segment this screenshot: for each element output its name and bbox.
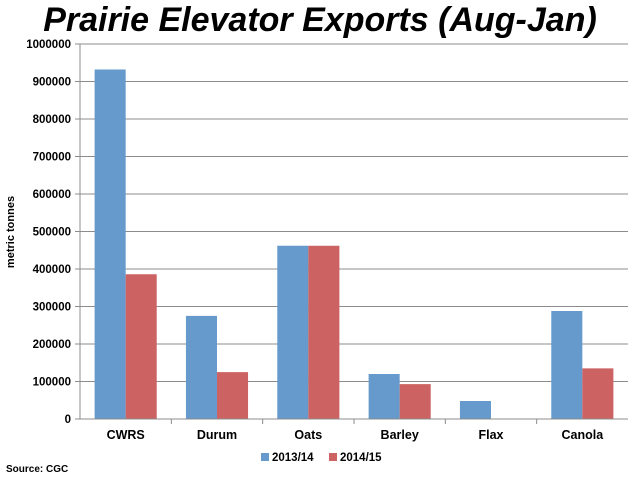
legend-label: 2014/15	[340, 452, 382, 464]
bar-oats-2013-14	[277, 245, 309, 419]
bar-canola-2013-14	[551, 311, 583, 419]
y-axis-label: metric tonnes	[5, 196, 17, 268]
chart-title: Prairie Elevator Exports (Aug-Jan)	[43, 1, 597, 39]
y-tick-label: 700000	[33, 152, 71, 164]
x-tick-label: Durum	[197, 428, 237, 442]
x-tick-label: Canola	[561, 428, 604, 442]
bar-flax-2013-14	[459, 401, 491, 419]
y-tick-label: 200000	[33, 339, 71, 351]
bar-canola-2014-15	[582, 368, 614, 419]
x-tick-label: Flax	[478, 428, 503, 442]
axes: 0 100000 200000 300000 400000 500000 600000 700…	[26, 39, 628, 442]
legend-swatch	[329, 453, 337, 461]
legend-label: 2013/14	[272, 452, 314, 464]
legend-swatch	[261, 453, 269, 461]
y-tick-label: 1000000	[26, 39, 71, 51]
y-tick-label: 100000	[33, 377, 71, 389]
y-tick-label: 600000	[33, 189, 71, 201]
y-tick-label: 500000	[33, 227, 71, 239]
x-tick-label: Oats	[294, 428, 322, 442]
legend: 2013/14 2014/15	[261, 452, 382, 464]
y-tick-label: 0	[65, 414, 71, 426]
y-tick-label: 300000	[33, 302, 71, 314]
gridlines	[80, 43, 628, 382]
bar-durum-2013-14	[185, 315, 217, 419]
bar-cwrs-2014-15	[125, 274, 157, 419]
x-tick-label: CWRS	[107, 428, 145, 442]
bar-barley-2014-15	[399, 384, 431, 419]
y-tick-label: 400000	[33, 264, 71, 276]
y-tick-label: 800000	[33, 114, 71, 126]
x-tick-label: Barley	[381, 428, 419, 442]
bars	[94, 69, 614, 419]
bar-cwrs-2013-14	[94, 69, 126, 419]
bar-barley-2013-14	[368, 374, 400, 419]
bar-durum-2014-15	[217, 372, 249, 419]
bar-oats-2014-15	[308, 245, 340, 419]
y-tick-label: 900000	[33, 77, 71, 89]
source-note: Source: CGC	[6, 464, 68, 475]
